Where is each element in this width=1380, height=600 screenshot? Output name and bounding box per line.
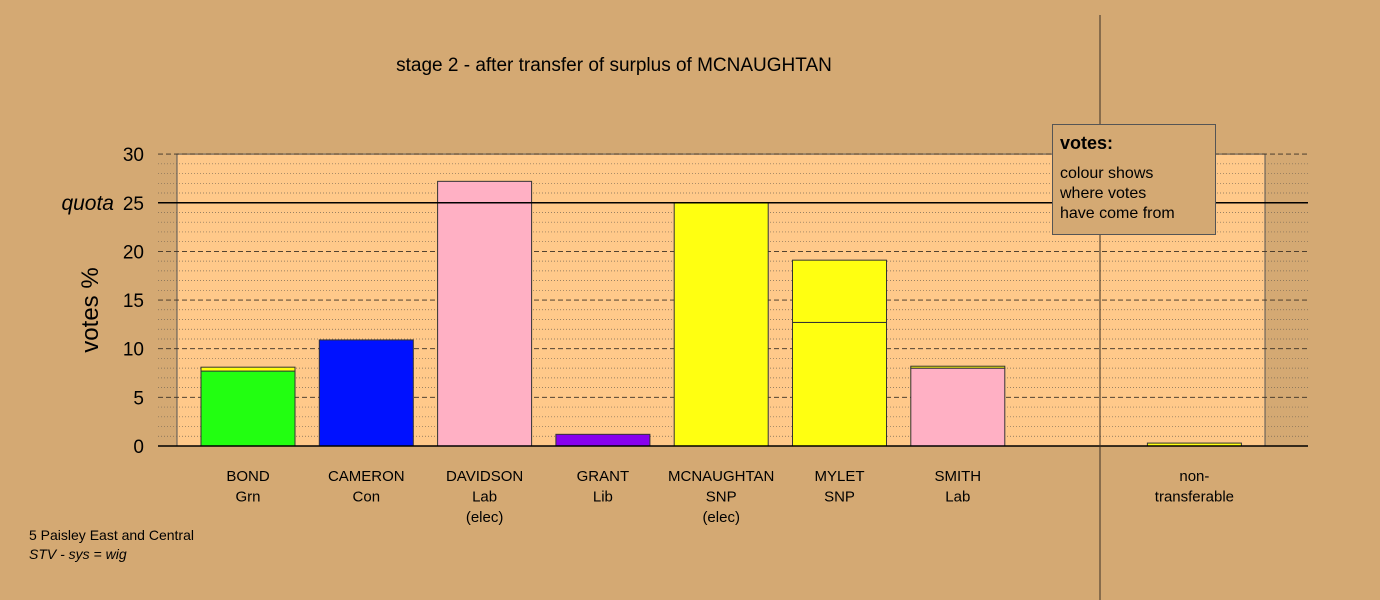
bar-segment — [318, 339, 414, 447]
y-tick-label: 25 — [123, 194, 144, 215]
category-label: Lab — [945, 489, 970, 506]
legend-line: have come from — [1060, 205, 1175, 222]
legend-title: votes: — [1060, 133, 1114, 153]
y-axis-label: votes % — [77, 267, 104, 352]
category-label: MYLET — [814, 468, 864, 485]
category-label: Lab — [472, 489, 497, 506]
bar-segment — [555, 433, 651, 447]
legend: votes: colour shows where votes have com… — [1052, 124, 1216, 235]
category-label: (elec) — [466, 509, 504, 526]
category-label: Lib — [593, 489, 613, 506]
y-tick-label: 10 — [123, 340, 144, 361]
voting-system: STV - sys = wig — [29, 546, 127, 562]
footer: 5 Paisley East and Central STV - sys = w… — [29, 526, 194, 564]
bar-segment — [200, 366, 296, 372]
bars — [200, 180, 1242, 447]
category-label: (elec) — [702, 509, 740, 526]
category-label: MCNAUGHTAN — [668, 468, 774, 485]
bar-segment — [792, 259, 887, 323]
category-label: CAMERON — [328, 468, 405, 485]
y-tick-label: 0 — [133, 437, 144, 458]
category-label: non- — [1179, 468, 1209, 485]
bar-segment — [673, 202, 769, 447]
category-label: SNP — [706, 489, 737, 506]
category-label: SNP — [824, 489, 855, 506]
legend-line: colour shows — [1060, 165, 1154, 182]
quota-label: quota — [61, 192, 114, 215]
category-label: DAVIDSON — [446, 468, 523, 485]
chart-title: stage 2 - after transfer of surplus of M… — [396, 55, 832, 76]
category-label: transferable — [1155, 489, 1234, 506]
y-tick-label: 20 — [123, 242, 144, 263]
category-label: SMITH — [934, 468, 981, 485]
category-labels: BOND Grn CAMERON Con DAVIDSON Lab (elec) GRANT L… — [226, 468, 1234, 526]
y-tick-label: 15 — [123, 291, 144, 312]
category-label: GRANT — [577, 468, 630, 485]
constituency-name: 5 Paisley East and Central — [29, 527, 194, 543]
bar-segment — [792, 321, 887, 447]
bar-segment — [910, 367, 1006, 447]
legend-line: where votes — [1060, 185, 1147, 202]
y-tick-label: 5 — [133, 388, 144, 409]
bar-segment — [200, 370, 296, 447]
category-label: Con — [353, 489, 381, 506]
bar-segment — [910, 365, 1006, 369]
category-label: Grn — [235, 489, 260, 506]
y-tick-label: 30 — [123, 145, 144, 166]
bar-segment — [437, 180, 533, 447]
y-tick-labels: 0 5 10 15 20 25 30 — [123, 145, 144, 458]
category-label: BOND — [226, 468, 270, 485]
